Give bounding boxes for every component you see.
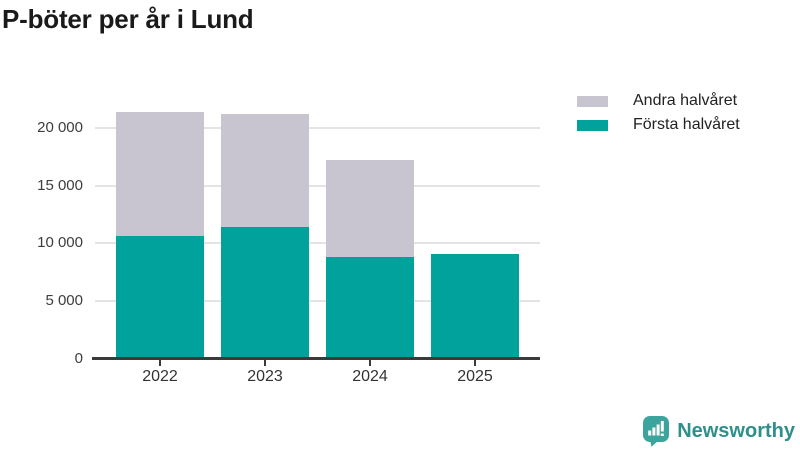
gridline-5000 [95, 300, 540, 303]
legend-swatch-forsta-halvaret [577, 119, 608, 131]
bar-segment-2024-f-rsta-halv-ret [326, 256, 414, 359]
legend-item-andra-halvaret: Andra halvåret [577, 90, 740, 112]
x-tick-label-2023: 2023 [247, 368, 283, 385]
x-tick-2023 [264, 360, 266, 366]
legend: Andra halvåret Första halvåret [577, 90, 740, 138]
x-tick-label-2022: 2022 [142, 368, 178, 385]
bar-segment-2023-andra-halv-ret [221, 113, 309, 227]
gridline-15000 [95, 184, 540, 187]
y-tick-label-5000: 5 000 [45, 292, 83, 310]
bar-segment-2022-andra-halv-ret [116, 111, 204, 237]
x-tick-label-2024: 2024 [352, 368, 388, 385]
y-tick-label-10000: 10 000 [37, 234, 83, 252]
y-tick-label-15000: 15 000 [37, 176, 83, 194]
x-axis: 2022 2023 2024 2025 [92, 362, 540, 392]
bar-segment-2024-andra-halv-ret [326, 160, 414, 257]
legend-label-forsta-halvaret: Första halvåret [633, 116, 740, 133]
x-tick-2022 [159, 360, 161, 366]
x-tick-label-2025: 2025 [457, 368, 493, 385]
bar-segment-2022-f-rsta-halv-ret [116, 236, 204, 359]
legend-item-forsta-halvaret: Första halvåret [577, 114, 740, 136]
y-axis: 0 5 000 10 000 15 000 20 000 [0, 100, 83, 367]
gridline-20000 [95, 126, 540, 129]
plot-area [92, 100, 540, 366]
x-axis-line [92, 357, 540, 360]
legend-swatch-andra-halvaret [577, 95, 608, 107]
y-tick-label-0: 0 [74, 350, 83, 367]
x-tick-2025 [474, 360, 476, 366]
bar-segment-2025-f-rsta-halv-ret [431, 254, 519, 359]
chart-title: P-böter per år i Lund [2, 4, 254, 34]
legend-label-andra-halvaret: Andra halvåret [633, 92, 738, 109]
x-tick-2024 [369, 360, 371, 366]
newsworthy-wordmark: Newsworthy [677, 419, 795, 442]
newsworthy-branding[interactable]: Newsworthy [642, 415, 795, 447]
gridline-10000 [95, 242, 540, 245]
y-tick-label-20000: 20 000 [37, 118, 83, 136]
newsworthy-logo-icon [643, 416, 670, 447]
bar-segment-2023-f-rsta-halv-ret [221, 226, 309, 359]
